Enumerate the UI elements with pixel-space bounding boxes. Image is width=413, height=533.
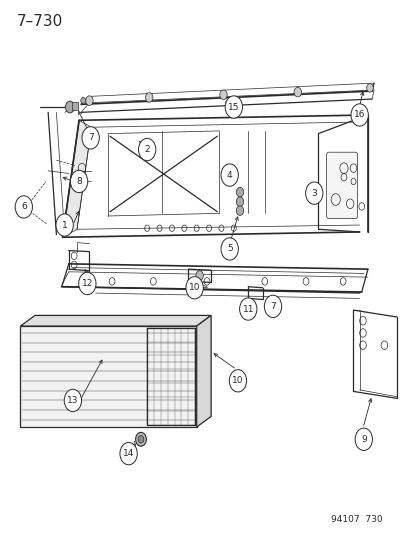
Circle shape [81, 98, 85, 104]
Text: 2: 2 [144, 145, 150, 154]
Text: 7: 7 [270, 302, 275, 311]
Circle shape [354, 428, 372, 450]
Text: 12: 12 [81, 279, 93, 288]
Circle shape [120, 442, 137, 465]
Circle shape [78, 272, 96, 295]
Circle shape [239, 298, 256, 320]
Circle shape [219, 90, 227, 100]
Polygon shape [196, 316, 211, 427]
Text: 14: 14 [123, 449, 134, 458]
Circle shape [293, 87, 301, 97]
Text: 10: 10 [188, 283, 200, 292]
Text: 8: 8 [76, 177, 82, 186]
Text: 9: 9 [360, 435, 366, 444]
Circle shape [221, 164, 238, 186]
Circle shape [70, 170, 88, 192]
Text: 7–730: 7–730 [17, 14, 63, 29]
Polygon shape [21, 326, 196, 427]
Circle shape [65, 101, 74, 113]
Circle shape [264, 295, 281, 318]
Circle shape [225, 96, 242, 118]
Text: 5: 5 [226, 245, 232, 254]
Circle shape [236, 206, 243, 215]
Circle shape [85, 96, 93, 106]
Text: 16: 16 [353, 110, 365, 119]
Circle shape [138, 139, 155, 161]
Circle shape [15, 196, 32, 218]
Circle shape [229, 369, 246, 392]
Circle shape [195, 271, 203, 280]
Polygon shape [62, 120, 91, 237]
Bar [72, 102, 78, 110]
Text: 15: 15 [228, 102, 239, 111]
Text: 13: 13 [67, 396, 78, 405]
Text: 6: 6 [21, 203, 26, 212]
Circle shape [305, 182, 322, 204]
Circle shape [56, 214, 73, 236]
Text: 10: 10 [232, 376, 243, 385]
Text: 3: 3 [311, 189, 316, 198]
Text: 94107  730: 94107 730 [330, 515, 382, 524]
Circle shape [236, 197, 243, 206]
Circle shape [221, 238, 238, 260]
Text: 4: 4 [226, 171, 232, 180]
Circle shape [145, 93, 152, 102]
Circle shape [135, 432, 146, 446]
Circle shape [82, 127, 99, 149]
Text: 1: 1 [62, 221, 67, 230]
Circle shape [236, 187, 243, 197]
Circle shape [64, 389, 81, 411]
Circle shape [350, 104, 368, 126]
FancyBboxPatch shape [326, 152, 357, 219]
Circle shape [21, 203, 27, 211]
Circle shape [138, 435, 144, 443]
Circle shape [185, 277, 203, 299]
Text: 7: 7 [88, 133, 93, 142]
Circle shape [366, 84, 373, 92]
Polygon shape [21, 316, 211, 326]
Text: 11: 11 [242, 304, 254, 313]
